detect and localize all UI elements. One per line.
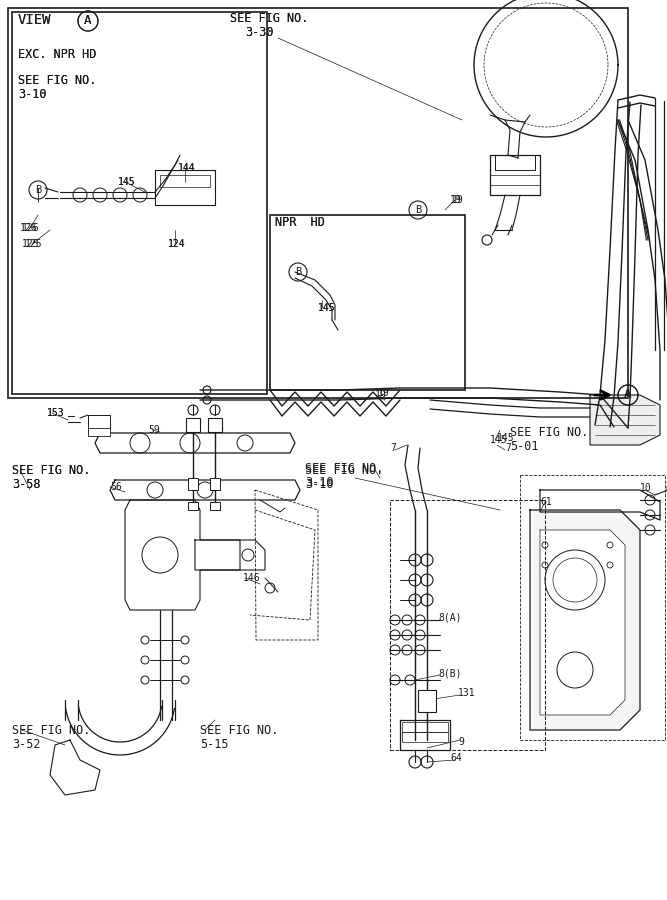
Text: 145: 145: [118, 177, 135, 187]
Text: 125: 125: [25, 239, 43, 249]
Text: B: B: [415, 205, 421, 215]
Text: 3-30: 3-30: [245, 25, 273, 39]
Bar: [188, 478, 198, 490]
Text: A: A: [84, 14, 92, 28]
Text: SEE FIG NO.: SEE FIG NO.: [230, 12, 308, 24]
Text: 5-01: 5-01: [510, 440, 538, 454]
Bar: [402, 722, 448, 732]
Text: 59: 59: [212, 425, 223, 435]
Bar: [88, 428, 110, 436]
Text: 3-30: 3-30: [245, 25, 273, 39]
Text: 7: 7: [390, 443, 396, 453]
Text: 145: 145: [497, 433, 515, 443]
Bar: [418, 690, 436, 712]
Polygon shape: [50, 740, 100, 795]
Text: 144: 144: [178, 163, 195, 173]
Text: NPR  HD: NPR HD: [275, 215, 325, 229]
Text: 64: 64: [450, 753, 462, 763]
Text: 153: 153: [47, 408, 65, 418]
Text: 3-10: 3-10: [305, 479, 334, 491]
Text: 19: 19: [375, 390, 387, 400]
Polygon shape: [400, 720, 450, 750]
Text: SEE FIG NO.: SEE FIG NO.: [510, 426, 588, 438]
Polygon shape: [110, 480, 300, 500]
Text: SEE FIG NO.: SEE FIG NO.: [12, 464, 90, 476]
Text: 3-58: 3-58: [12, 478, 41, 491]
Text: VIEW: VIEW: [18, 13, 51, 27]
Polygon shape: [125, 500, 240, 610]
Bar: [390, 500, 545, 750]
Polygon shape: [195, 540, 265, 570]
Circle shape: [203, 386, 211, 394]
Text: 3-52: 3-52: [12, 737, 41, 751]
Bar: [208, 418, 222, 432]
Text: 126: 126: [20, 223, 37, 233]
Bar: [8, 8, 628, 398]
Polygon shape: [95, 433, 295, 453]
Text: 145: 145: [318, 303, 336, 313]
Text: 19: 19: [452, 195, 464, 205]
Circle shape: [203, 396, 211, 404]
Text: SEE FIG NO.: SEE FIG NO.: [18, 74, 96, 86]
Bar: [186, 418, 200, 432]
Bar: [12, 12, 267, 394]
Text: 126: 126: [22, 223, 39, 233]
Text: 59: 59: [148, 425, 160, 435]
Bar: [160, 175, 210, 187]
Text: 124: 124: [168, 239, 185, 249]
Text: 8(A): 8(A): [438, 613, 462, 623]
Text: SEE FIG NO.: SEE FIG NO.: [305, 462, 384, 474]
Bar: [210, 502, 220, 510]
Text: 153: 153: [47, 408, 65, 418]
Text: 61: 61: [540, 497, 552, 507]
Text: SEE FIG NO.: SEE FIG NO.: [12, 464, 90, 476]
Text: 125: 125: [22, 239, 39, 249]
Text: 3-10: 3-10: [18, 87, 47, 101]
Text: SEE FIG NO.: SEE FIG NO.: [230, 12, 308, 24]
Bar: [188, 502, 198, 510]
Text: 3-58: 3-58: [12, 478, 41, 491]
Polygon shape: [540, 530, 625, 715]
Text: 5-15: 5-15: [200, 737, 229, 751]
Text: 8(B): 8(B): [438, 668, 462, 678]
Text: 145: 145: [118, 177, 135, 187]
Text: SEE FIG NO.: SEE FIG NO.: [12, 724, 90, 736]
Bar: [270, 215, 465, 390]
Bar: [210, 478, 220, 490]
Text: 7: 7: [505, 443, 511, 453]
Polygon shape: [155, 170, 215, 205]
Text: 144: 144: [178, 163, 195, 173]
Text: 3-10: 3-10: [305, 476, 334, 490]
Text: SEE FIG NO.: SEE FIG NO.: [18, 74, 96, 86]
Text: 10: 10: [640, 483, 652, 493]
Text: EXC. NPR HD: EXC. NPR HD: [18, 49, 96, 61]
Text: 124: 124: [168, 239, 185, 249]
Text: A: A: [624, 389, 632, 401]
Bar: [402, 732, 448, 742]
Bar: [88, 415, 110, 433]
Text: SEE FIG NO.: SEE FIG NO.: [200, 724, 278, 736]
Text: SEE FIG NO.: SEE FIG NO.: [305, 464, 384, 476]
Text: 3-10: 3-10: [18, 87, 47, 101]
Text: 56: 56: [110, 482, 122, 492]
Text: 146: 146: [243, 573, 261, 583]
Polygon shape: [540, 490, 660, 520]
Text: 145: 145: [490, 435, 508, 445]
Text: A: A: [84, 14, 92, 28]
Text: 19: 19: [378, 388, 390, 398]
Text: 9: 9: [458, 737, 464, 747]
Text: VIEW: VIEW: [18, 13, 51, 27]
Text: 19: 19: [450, 195, 462, 205]
Polygon shape: [590, 395, 660, 445]
Text: 131: 131: [458, 688, 476, 698]
Text: B: B: [35, 185, 41, 195]
Text: A: A: [624, 389, 632, 401]
Text: NPR  HD: NPR HD: [275, 215, 325, 229]
Polygon shape: [530, 510, 640, 730]
Text: EXC. NPR HD: EXC. NPR HD: [18, 49, 96, 61]
Text: B: B: [295, 267, 301, 277]
Text: 145: 145: [318, 303, 336, 313]
